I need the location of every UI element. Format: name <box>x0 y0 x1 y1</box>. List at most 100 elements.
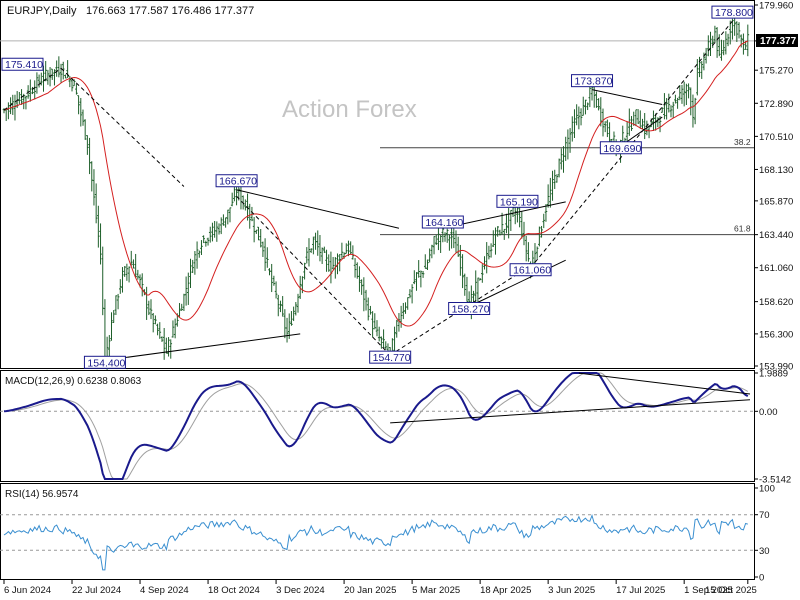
price-axis-label: 168.130 <box>759 165 793 176</box>
ohlc-bar <box>364 289 368 311</box>
ohlc-bar <box>248 203 252 229</box>
ohlc-bar <box>193 251 197 275</box>
ohlc-bar <box>18 91 21 104</box>
macd-axis-label: 0.00 <box>759 407 778 418</box>
ohlc-bar <box>560 148 563 170</box>
ohlc-bar <box>200 240 203 255</box>
ohlc-bar <box>498 229 502 236</box>
moving-average-series <box>3 40 749 327</box>
ohlc-bar <box>37 74 41 88</box>
ohlc-bar <box>667 93 671 113</box>
ohlc-bar <box>720 39 723 61</box>
ohlc-bar <box>564 136 567 161</box>
time-axis-label: 3 Dec 2024 <box>276 585 325 596</box>
fib-level-label: 61.8 <box>734 224 751 234</box>
rsi-axis-label: 0 <box>759 573 764 584</box>
ohlc-bar <box>371 311 374 338</box>
ohlc-bar <box>502 228 506 240</box>
trendline-dashed <box>236 195 391 356</box>
ohlc-bar <box>724 31 728 55</box>
annotation-label: 175.410 <box>5 59 43 71</box>
ohlc-bar <box>349 241 352 255</box>
ohlc-bar <box>549 177 552 208</box>
ohlc-bar <box>255 229 258 234</box>
ohlc-bar <box>408 289 412 299</box>
price-annotation: 178.800 <box>711 5 754 19</box>
ohlc-bar <box>678 85 682 101</box>
ohlc-bar <box>439 235 442 254</box>
symbol-label: EURJPY,Daily <box>7 5 77 17</box>
ohlc-bar <box>70 77 74 92</box>
ohlc-bar <box>685 83 688 106</box>
ohlc-bar <box>325 249 328 272</box>
ohlc-bar <box>586 102 589 111</box>
ohlc-bar <box>601 108 605 137</box>
ohlc-bar <box>344 243 348 254</box>
time-axis-label: 3 Jun 2025 <box>548 585 595 596</box>
ohlc-bar <box>553 169 557 189</box>
ohlc-bar <box>292 306 295 322</box>
rsi-axis-label: 100 <box>759 484 775 495</box>
ohlc-bar <box>542 213 546 229</box>
ohlc-bar <box>165 337 168 354</box>
ohlc-bar <box>463 273 467 296</box>
ohlc-bar <box>456 236 460 257</box>
macd-trendline <box>578 372 751 395</box>
rsi-axis-label: 30 <box>759 546 770 557</box>
annotation-label: 154.770 <box>373 352 411 364</box>
ohlc-bar <box>279 300 282 313</box>
trendline-solid <box>236 189 400 229</box>
last-price-box <box>756 34 798 47</box>
ohlc-bar <box>121 267 124 293</box>
ohlc-bar <box>641 118 644 130</box>
ohlc-bar <box>722 40 725 56</box>
annotation-label: 169.690 <box>603 143 641 155</box>
annotation-label: 178.800 <box>715 7 753 19</box>
ohlc-bar <box>219 217 223 235</box>
ohlc-bar <box>320 247 324 264</box>
ohlc-bar <box>59 63 63 83</box>
ohlc-bar <box>257 226 260 241</box>
ohlc-bar <box>465 276 469 302</box>
ohlc-bar <box>228 207 232 223</box>
ohlc-bar <box>419 270 423 288</box>
ohlc-bar <box>527 242 530 262</box>
ohlc-bar <box>691 94 695 128</box>
price-annotation: 164.160 <box>421 215 464 229</box>
ohlc-bar <box>244 199 247 211</box>
price-axis-label: 165.870 <box>759 196 793 207</box>
ohlc-bar <box>410 284 414 304</box>
ohlc-bar <box>44 60 47 82</box>
ohlc-bar <box>584 99 587 115</box>
ohlc-bar <box>581 96 585 116</box>
last-price-label: 177.377 <box>760 36 797 47</box>
ohlc-bar <box>94 183 98 224</box>
ohlc-bar <box>476 277 480 305</box>
ohlc-bar <box>226 209 230 225</box>
ohlc-bar <box>362 277 366 312</box>
ohlc-bar <box>259 228 263 248</box>
ohlc-bar <box>491 230 495 248</box>
ohlc-bar <box>674 94 677 104</box>
ohlc-bar <box>222 214 225 226</box>
ohlc-bar <box>707 35 710 57</box>
ohlc-bar <box>443 232 447 242</box>
ohlc-bar <box>287 313 291 339</box>
ohlc-bar <box>575 104 578 126</box>
ohlc-bar <box>489 243 493 258</box>
price-axis: 179.960177.377175.270172.890170.510168.1… <box>754 1 793 373</box>
price-axis-label: 161.060 <box>759 263 793 274</box>
ohlc-bar <box>478 278 482 281</box>
ohlc-bar <box>149 299 153 320</box>
ohlc-bar <box>309 248 313 253</box>
ohlc-bar <box>303 262 306 280</box>
ohlc-bar <box>35 72 39 94</box>
ohlc-bar <box>669 105 673 118</box>
ohlc-bar <box>307 238 311 267</box>
ohlc-bar <box>276 294 280 317</box>
time-axis-label: 18 Apr 2025 <box>480 585 531 596</box>
price-annotation: 165.190 <box>496 194 539 208</box>
ohlc-bar <box>634 109 638 127</box>
ohlc-bar <box>737 22 741 39</box>
